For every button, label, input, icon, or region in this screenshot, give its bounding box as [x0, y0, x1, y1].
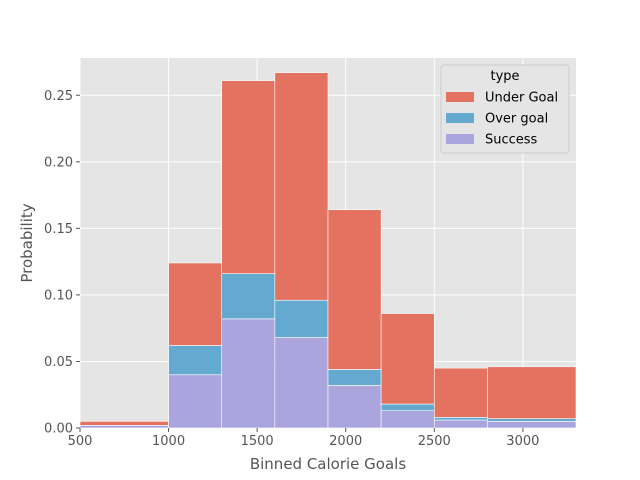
- bar-under-goal: [433, 367, 488, 418]
- y-tick-label: 0.05: [44, 355, 73, 370]
- x-tick-label: 2500: [418, 434, 451, 449]
- legend-label: Success: [485, 133, 538, 148]
- bar-success: [380, 410, 435, 429]
- y-axis-ticks: 0.00 0.05 0.10 0.15 0.20 0.25: [44, 89, 80, 437]
- y-tick-label: 0.00: [44, 422, 73, 437]
- bar-over-goal: [380, 403, 435, 411]
- bar-under-goal: [168, 262, 223, 346]
- x-axis-ticks: 500 1000 1500 2000 2500 3000: [68, 428, 539, 449]
- x-tick-label: 3000: [506, 434, 539, 449]
- x-tick-label: 1000: [152, 434, 185, 449]
- bar-over-goal: [168, 345, 223, 376]
- x-axis-label: Binned Calorie Goals: [250, 455, 406, 473]
- bar-under-goal: [380, 313, 435, 405]
- bar-success: [221, 318, 276, 429]
- bar-success: [274, 337, 329, 429]
- bar-under-goal: [487, 366, 577, 419]
- x-tick-label: 1500: [241, 434, 274, 449]
- y-axis-label: Probability: [18, 203, 36, 282]
- x-tick-label: 500: [68, 434, 93, 449]
- bar-under-goal: [274, 72, 329, 301]
- y-tick-label: 0.10: [44, 288, 73, 303]
- y-tick-label: 0.15: [44, 222, 73, 237]
- bar-success: [433, 419, 488, 429]
- legend: type Under Goal Over goal Success: [440, 64, 570, 154]
- bar-under-goal: [221, 80, 276, 274]
- bars: [79, 72, 577, 429]
- bar-under-goal: [327, 209, 382, 370]
- bar-success: [327, 385, 382, 429]
- legend-label: Under Goal: [485, 91, 558, 106]
- bar-over-goal: [327, 369, 382, 386]
- x-tick-label: 2000: [329, 434, 362, 449]
- bar-over-goal: [487, 418, 577, 422]
- bar-over-goal: [433, 417, 488, 421]
- legend-box: [440, 64, 570, 154]
- legend-label: Over goal: [485, 112, 548, 127]
- legend-swatch-success: [446, 134, 474, 144]
- y-tick-label: 0.25: [44, 89, 73, 104]
- y-tick-label: 0.20: [44, 155, 73, 170]
- bar-over-goal: [221, 273, 276, 320]
- bar-success: [79, 425, 169, 429]
- bar-over-goal: [274, 299, 329, 338]
- bar-success: [487, 421, 577, 429]
- bar-under-goal: [79, 421, 169, 426]
- legend-swatch-over-goal: [446, 113, 474, 123]
- bar-success: [168, 374, 223, 429]
- legend-swatch-under-goal: [446, 92, 474, 102]
- legend-title: type: [490, 69, 519, 84]
